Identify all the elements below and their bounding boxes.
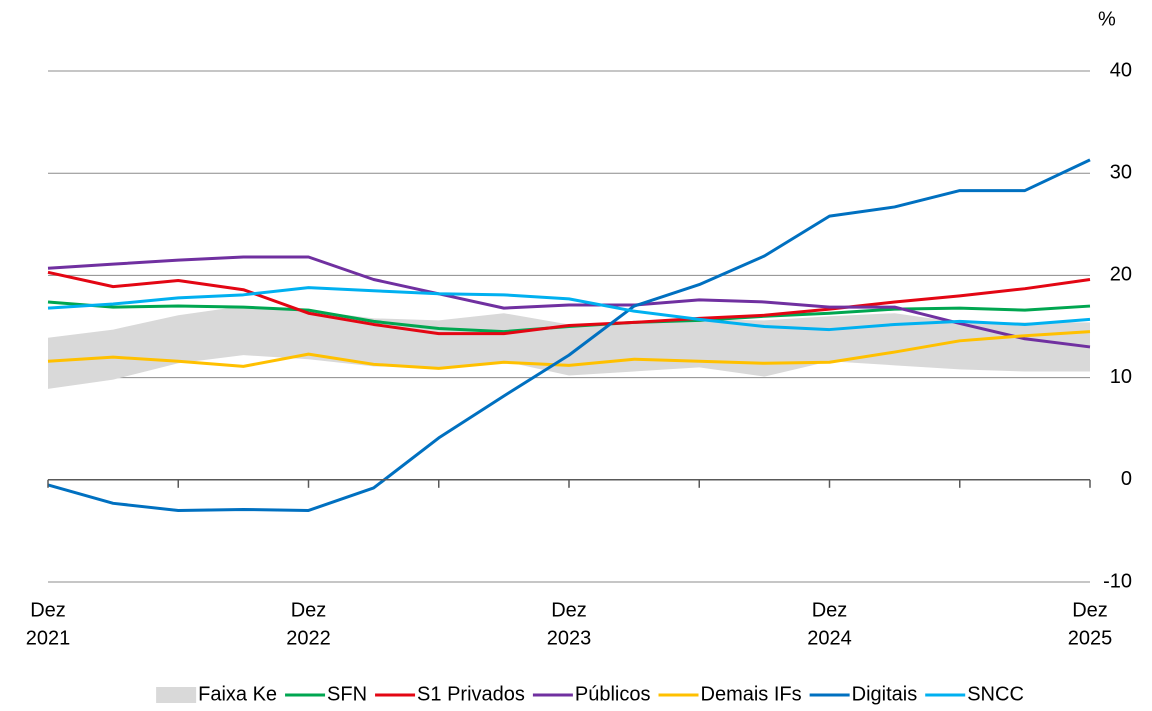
series-line [47, 255, 1091, 349]
x-tick-label: 2024 [807, 627, 852, 649]
y-tick-label: 30 [1110, 161, 1132, 183]
y-tick-label: 20 [1110, 264, 1132, 286]
legend-label: Demais IFs [701, 683, 802, 705]
legend-label: Digitais [852, 683, 918, 705]
x-tick-label: 2025 [1068, 627, 1113, 649]
unit-label: % [1098, 8, 1116, 30]
series-line [47, 158, 1091, 512]
x-tick-label: 2023 [547, 627, 592, 649]
x-tick-label: Dez [291, 599, 327, 621]
y-tick-label: 0 [1121, 468, 1132, 490]
y-tick-label: 10 [1110, 366, 1132, 388]
x-tick-label: Dez [551, 599, 587, 621]
x-tick-label: Dez [30, 599, 66, 621]
series-line [47, 330, 1091, 370]
legend-label: Públicos [575, 683, 651, 705]
legend-label: Faixa Ke [198, 683, 277, 705]
y-tick-label: -10 [1103, 570, 1132, 592]
band-area [48, 306, 1090, 389]
x-tick-label: Dez [1072, 599, 1108, 621]
legend-label: SNCC [967, 683, 1024, 705]
grid [48, 70, 1090, 583]
x-tick-label: 2022 [286, 627, 331, 649]
legend: Faixa Ke SFN S1 Privados Públicos Demais IFs… [156, 683, 1024, 705]
x-tick-label: Dez [812, 599, 848, 621]
series-line [47, 270, 1091, 336]
legend-swatch [156, 687, 197, 703]
y-tick-label: 40 [1110, 59, 1132, 81]
legend-label: S1 Privados [417, 683, 525, 705]
plot [47, 158, 1091, 512]
series-line [47, 286, 1091, 332]
legend-label: SFN [327, 683, 367, 705]
x-tick-label: 2021 [26, 627, 71, 649]
